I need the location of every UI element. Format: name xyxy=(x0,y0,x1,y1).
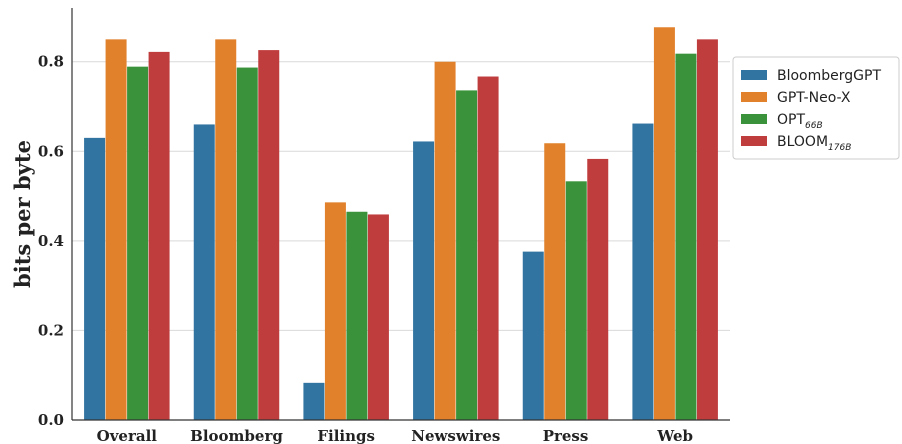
y-tick-label: 0.2 xyxy=(38,321,64,339)
legend-swatch xyxy=(741,114,767,124)
y-tick-label: 0.0 xyxy=(38,411,64,429)
x-tick-label: Newswires xyxy=(411,427,500,444)
bar-bloom176b-filings xyxy=(367,214,389,420)
legend-label[interactable]: OPT66B xyxy=(777,112,823,131)
x-tick-label: Overall xyxy=(97,427,158,444)
bar-opt66b-newswires xyxy=(456,90,478,421)
axes: 0.0 0.2 0.4 0.6 0.8 Overall Bloomberg Filings Ne… xyxy=(38,8,730,444)
bar-opt66b-bloomberg xyxy=(236,67,258,421)
bar-bloomberggpt-overall xyxy=(84,137,106,420)
gridlines xyxy=(72,61,730,331)
bar-opt66b-press xyxy=(565,181,587,420)
legend-label[interactable]: BloombergGPT xyxy=(777,68,881,84)
bar-bloomberggpt-newswires xyxy=(413,141,435,420)
legend-label[interactable]: GPT-Neo-X xyxy=(777,90,851,106)
legend-swatch xyxy=(741,92,767,102)
y-axis-title: bits per byte xyxy=(10,140,35,288)
y-tick-label: 0.4 xyxy=(38,232,64,250)
bar-gpt-neo-x-press xyxy=(544,143,566,421)
y-tick-label: 0.8 xyxy=(38,53,64,71)
bar-bloom176b-press xyxy=(587,158,609,420)
bar-opt66b-overall xyxy=(127,66,149,420)
bar-bloom176b-web xyxy=(696,39,718,420)
bar-opt66b-filings xyxy=(346,211,368,420)
bar-gpt-neo-x-filings xyxy=(324,202,346,420)
x-tick-label: Filings xyxy=(317,427,375,444)
x-tick-label: Bloomberg xyxy=(190,427,283,444)
legend-swatch xyxy=(741,136,767,146)
bar-bloomberggpt-press xyxy=(522,251,544,420)
bar-bloomberggpt-web xyxy=(632,123,654,421)
bar-bloom176b-newswires xyxy=(477,76,499,420)
bar-bloom176b-overall xyxy=(148,51,170,420)
legend[interactable]: BloombergGPT GPT-Neo-X OPT66B BLOOM176B xyxy=(732,56,900,160)
bar-gpt-neo-x-bloomberg xyxy=(215,39,237,420)
bar-bloomberggpt-bloomberg xyxy=(193,124,215,420)
legend-box xyxy=(732,56,900,160)
legend-label[interactable]: BLOOM176B xyxy=(777,134,851,153)
bars xyxy=(84,27,718,421)
bar-gpt-neo-x-newswires xyxy=(434,61,456,420)
x-tick-label: Web xyxy=(656,427,693,444)
bar-gpt-neo-x-overall xyxy=(105,39,127,420)
x-tick-label: Press xyxy=(543,427,589,444)
bar-bloomberggpt-filings xyxy=(303,382,325,420)
bar-bloom176b-bloomberg xyxy=(258,50,280,421)
y-tick-label: 0.6 xyxy=(38,142,64,160)
bar-gpt-neo-x-web xyxy=(653,27,675,420)
legend-swatch xyxy=(741,70,767,80)
bar-opt66b-web xyxy=(675,53,697,421)
